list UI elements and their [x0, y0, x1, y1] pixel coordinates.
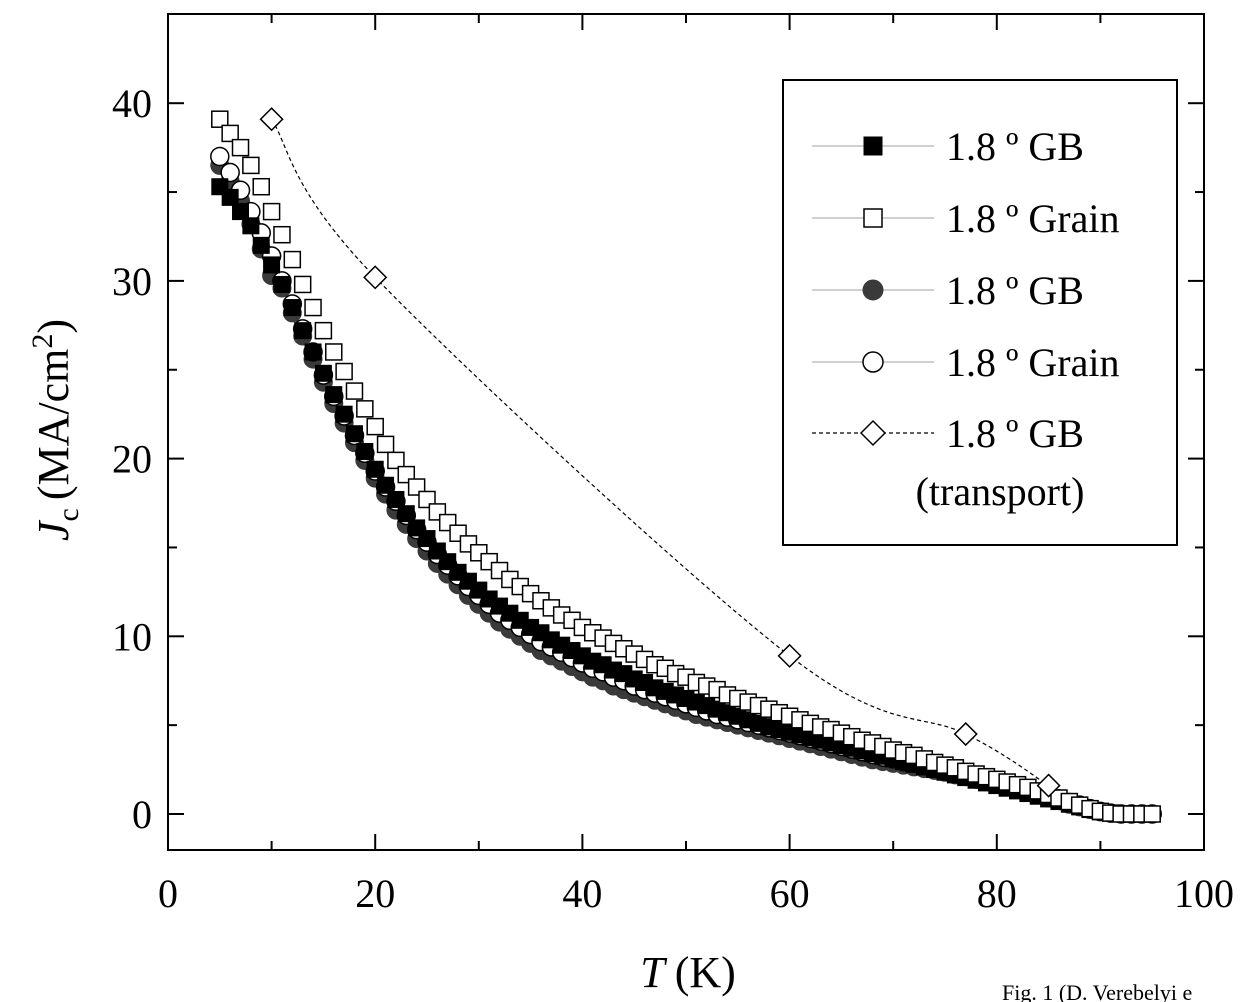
series-square-open	[211, 110, 1161, 823]
point-square-open	[304, 298, 322, 317]
legend-entry: 1.8 º GB (transport)	[812, 411, 1084, 514]
point-square-filled	[377, 476, 395, 494]
series-layer	[210, 107, 1162, 824]
point-square-filled	[366, 460, 384, 478]
legend-label-line2: (transport)	[916, 469, 1085, 514]
point-square-filled	[335, 405, 353, 423]
point-diamond-open	[777, 643, 802, 668]
point-square-open	[345, 382, 364, 400]
point-square-open	[366, 417, 384, 436]
x-axis-symbol: T	[640, 948, 668, 997]
x-tick-label: 40	[562, 871, 602, 916]
y-tick-label: 30	[112, 259, 152, 304]
y-tick-label: 40	[112, 81, 152, 126]
point-square-open	[231, 138, 250, 157]
point-square-filled	[242, 217, 260, 235]
legend-entry: 1.8 º GB	[812, 124, 1084, 169]
y-tick-label: 0	[132, 792, 152, 837]
y-axis-unit: (MA/cm	[29, 349, 78, 501]
point-square-filled	[294, 322, 312, 340]
point-square-open	[335, 362, 353, 381]
point-circle-filled	[862, 279, 884, 301]
y-axis-unit-close: )	[29, 319, 78, 334]
point-square-filled	[232, 203, 250, 221]
point-diamond-open	[859, 419, 887, 447]
x-tick-label: 80	[977, 871, 1017, 916]
y-axis-symbol: J	[29, 519, 78, 541]
point-diamond-open	[363, 265, 388, 290]
point-square-filled	[273, 275, 291, 293]
point-square-filled	[263, 256, 281, 274]
legend-label: 1.8 º GB	[946, 124, 1084, 169]
y-axis-subscript: c	[52, 508, 85, 521]
point-square-filled	[314, 364, 332, 382]
point-square-open	[356, 400, 374, 418]
legend-label: 1.8 º Grain	[946, 196, 1119, 241]
point-square-filled	[397, 505, 415, 523]
legend-entry: 1.8 º Grain	[812, 196, 1119, 241]
point-diamond-open	[1036, 773, 1061, 798]
legend: 1.8 º GB 1.8 º Grain 1.8 º GB 1.8 º Grain 1.…	[782, 79, 1178, 546]
point-square-open	[376, 435, 395, 454]
point-diamond-open	[953, 721, 978, 747]
point-square-open	[221, 124, 239, 143]
x-tick-label: 20	[355, 871, 395, 916]
point-square-open	[242, 156, 260, 175]
point-circle-open	[220, 162, 240, 183]
y-axis-title: Jc (MA/cm2)	[26, 319, 85, 541]
point-square-open	[387, 451, 405, 470]
point-square-open	[211, 110, 229, 128]
legend-label: 1.8 º GB	[946, 268, 1084, 313]
point-square-open	[1143, 805, 1161, 823]
point-square-filled	[325, 386, 343, 404]
legend-entry: 1.8 º Grain	[812, 340, 1119, 385]
point-square-open	[283, 250, 302, 269]
x-tick-labels: 0 20 40 60 80 100	[158, 871, 1234, 916]
point-square-filled	[345, 425, 363, 443]
y-tick-label: 20	[112, 437, 152, 482]
point-square-open	[863, 208, 883, 228]
axis-ticks	[167, 14, 1205, 850]
legend-entries: 1.8 º GB 1.8 º Grain 1.8 º GB 1.8 º Grain 1.…	[812, 124, 1119, 514]
point-square-open	[252, 177, 270, 196]
point-square-filled	[863, 136, 883, 156]
point-square-filled	[283, 299, 301, 317]
x-tick-label: 100	[1174, 871, 1234, 916]
figure-caption: Fig. 1 (D. Verebelyi e	[1002, 980, 1192, 1002]
point-square-filled	[356, 442, 374, 460]
legend-entry: 1.8 º GB	[812, 268, 1084, 313]
point-square-open	[262, 202, 281, 221]
series-diamond-open	[259, 107, 1061, 798]
legend-label: 1.8 º Grain	[946, 340, 1119, 385]
legend-label: 1.8 º GB	[946, 411, 1084, 456]
point-circle-open	[862, 351, 884, 373]
point-square-open	[293, 275, 312, 294]
point-circle-open	[210, 146, 230, 167]
point-square-open	[314, 321, 333, 340]
y-tick-label: 10	[112, 614, 152, 659]
y-axis-superscript: 2	[26, 334, 59, 349]
point-square-filled	[252, 236, 270, 254]
x-tick-label: 60	[770, 871, 810, 916]
x-axis-unit: (K)	[675, 948, 736, 997]
legend-box	[782, 79, 1178, 546]
point-square-open	[325, 343, 343, 361]
x-axis-title: T (K)	[640, 948, 736, 997]
point-square-filled	[387, 490, 405, 508]
point-square-filled	[221, 188, 239, 206]
point-square-filled	[304, 343, 322, 361]
x-tick-label: 0	[158, 871, 178, 916]
point-square-open	[273, 225, 291, 244]
y-tick-labels: 0 10 20 30 40	[112, 81, 152, 837]
point-diamond-open	[259, 107, 284, 132]
